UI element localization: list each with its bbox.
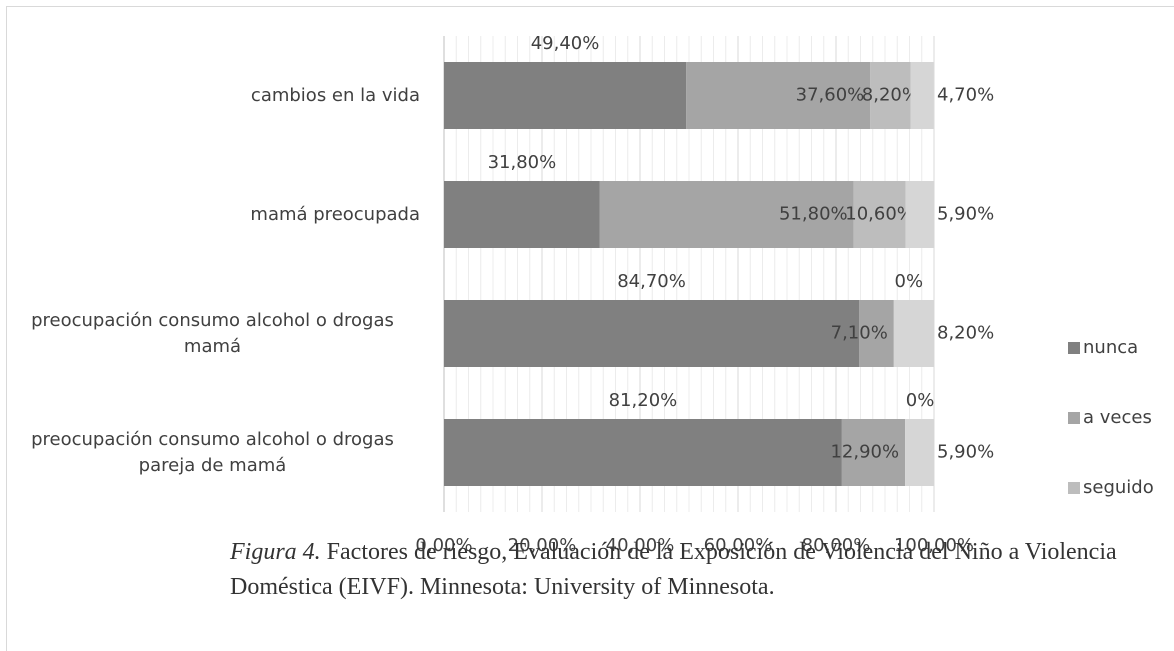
data-label: 84,70% [617, 271, 686, 292]
data-label: 5,90% [937, 442, 994, 463]
caption-text: Factores de riesgo, Evaluación de la Exp… [230, 539, 1117, 600]
bar-segment [859, 300, 894, 367]
data-label: 4,70% [937, 85, 994, 106]
data-label: 5,90% [937, 204, 994, 225]
category-label-box: cambios en la vida [0, 83, 420, 109]
bar-segment [444, 181, 600, 248]
x-tick-label: 0,00% [415, 535, 472, 556]
frame [6, 6, 1174, 651]
data-label: 81,20% [609, 390, 678, 411]
category-label-box: preocupación consumo alcohol o drogas ma… [0, 308, 420, 360]
bar-segment [870, 62, 911, 129]
bar-segment [905, 419, 934, 486]
legend-label: seguido [1083, 477, 1154, 498]
data-label: 8,20% [937, 323, 994, 344]
bar-segment [841, 419, 906, 486]
bar-segment [599, 181, 854, 248]
data-label: 37,60% [796, 85, 865, 106]
data-label: 51,80% [779, 204, 848, 225]
data-label: 31,80% [488, 152, 557, 173]
x-tick-label: 60,00% [704, 535, 773, 556]
category-label-box: preocupación consumo alcohol o drogas pa… [0, 427, 420, 479]
bar-segment [905, 181, 935, 248]
legend-swatch [1068, 412, 1080, 424]
x-tick-label: 20,00% [508, 535, 577, 556]
data-label: 7,10% [831, 323, 888, 344]
data-label: 0% [906, 390, 935, 411]
data-label: 49,40% [531, 33, 600, 54]
data-label: 10,60% [845, 204, 914, 225]
bar-segment [444, 300, 860, 367]
y-tick-label: preocupación consumo alcohol o drogas pa… [31, 428, 394, 476]
legend-label: nunca [1083, 337, 1138, 358]
legend-swatch [1068, 482, 1080, 494]
x-tick-label: 40,00% [606, 535, 675, 556]
legend-swatch [1068, 342, 1080, 354]
bar-segment [910, 62, 934, 129]
y-tick-label: preocupación consumo alcohol o drogas ma… [31, 309, 394, 357]
data-label: 0% [895, 271, 924, 292]
legend-label: a veces [1083, 407, 1152, 428]
x-tick-label: 80,00% [802, 535, 871, 556]
bar-segment [893, 300, 934, 367]
bar-segment [444, 419, 842, 486]
bar-segment [444, 62, 687, 129]
caption: Figura 4. Factores de riesgo, Evaluación… [230, 535, 1130, 605]
bar-segment [686, 62, 871, 129]
x-tick-label: 100,00% [894, 535, 974, 556]
data-label: 12,90% [830, 442, 899, 463]
y-tick-label: cambios en la vida [250, 84, 420, 106]
bar-segment [853, 181, 906, 248]
data-label: 8,20% [862, 85, 919, 106]
category-label-box: mamá preocupada [0, 202, 420, 228]
caption-label: Figura 4. [230, 539, 321, 565]
y-tick-label: mamá preocupada [250, 203, 420, 225]
